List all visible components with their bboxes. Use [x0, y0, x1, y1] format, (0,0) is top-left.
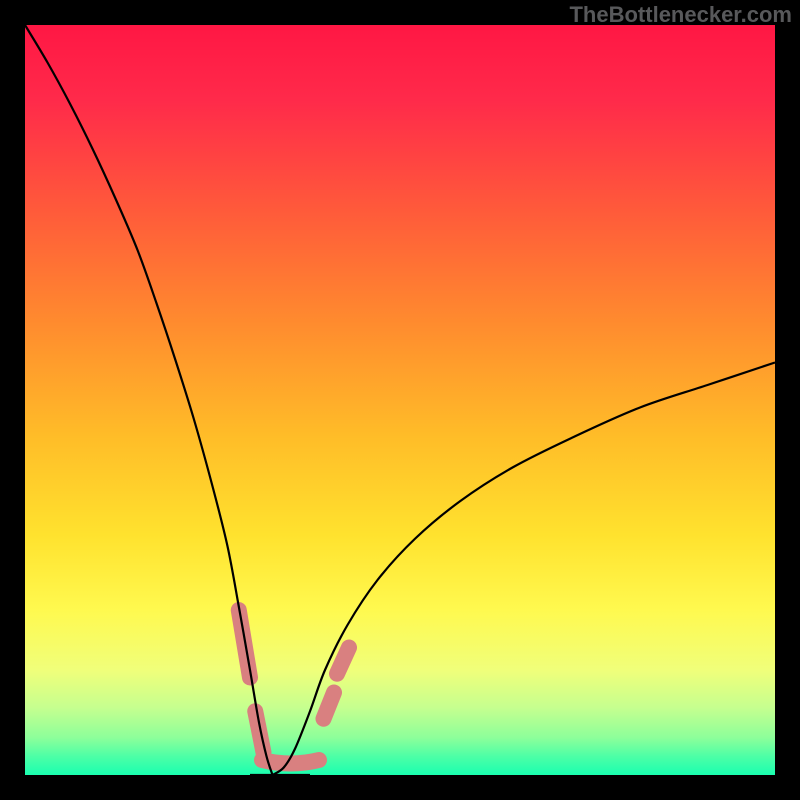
- bottleneck-chart: [0, 0, 800, 800]
- attribution-text: TheBottlenecker.com: [569, 2, 792, 28]
- highlight-segment: [324, 693, 335, 719]
- highlight-segment: [337, 648, 349, 674]
- highlight-segment: [255, 711, 263, 752]
- highlight-segment: [262, 760, 319, 764]
